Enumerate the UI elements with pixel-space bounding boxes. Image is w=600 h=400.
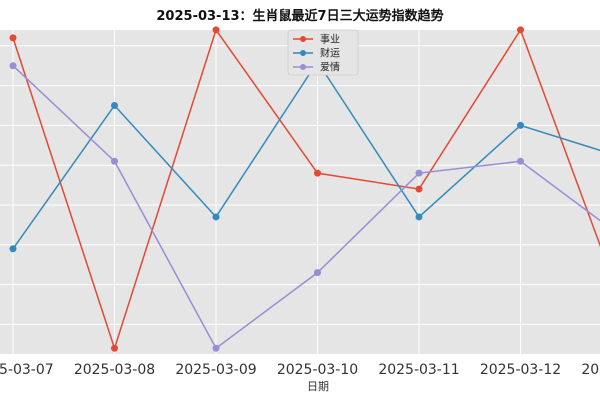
series-2	[9, 62, 600, 352]
x-tick-label: 2025-03-07	[0, 362, 54, 378]
data-point	[212, 213, 220, 221]
data-point	[9, 34, 17, 42]
data-point	[415, 169, 423, 177]
data-point	[517, 121, 524, 129]
x-tick-label: 2025-03-10	[277, 362, 358, 378]
legend-item: 爱情	[293, 61, 340, 74]
legend-label: 爱情	[320, 61, 340, 74]
plot-area	[0, 30, 600, 354]
legend-label: 事业	[320, 33, 340, 46]
data-point	[517, 26, 524, 34]
data-point	[111, 344, 118, 352]
data-point	[314, 269, 321, 277]
series-0	[9, 26, 600, 352]
legend-box	[287, 29, 359, 76]
data-point	[111, 102, 118, 109]
data-point	[111, 157, 118, 165]
legend-item: 财运	[293, 47, 340, 60]
data-point	[314, 169, 321, 177]
x-tick-label: 2025-03-09	[175, 362, 256, 378]
data-point	[517, 157, 524, 165]
data-point	[212, 26, 220, 34]
data-point	[415, 185, 423, 193]
x-axis-ticks: 2025-03-07 2025-03-08 2025-03-09 2025-03-10…	[0, 362, 600, 378]
legend-swatch-marker	[300, 64, 306, 70]
x-tick-label: 2025-03-11	[378, 362, 459, 378]
legend-label: 财运	[320, 47, 340, 60]
legend-item: 事业	[293, 33, 340, 46]
data-point	[212, 344, 220, 352]
legend-swatch-marker	[300, 50, 306, 56]
x-tick-label: 2025-03-08	[74, 362, 155, 378]
x-tick-label: 2025-03-13	[581, 362, 600, 378]
data-point	[9, 62, 17, 70]
data-point	[9, 245, 17, 253]
data-point	[415, 213, 423, 221]
x-axis-label: 日期	[307, 380, 329, 393]
x-tick-label: 2025-03-12	[480, 362, 561, 378]
chart-title: 2025-03-13：生肖鼠最近7日三大运势指数趋势	[156, 8, 443, 24]
legend-swatch-marker	[300, 36, 306, 42]
